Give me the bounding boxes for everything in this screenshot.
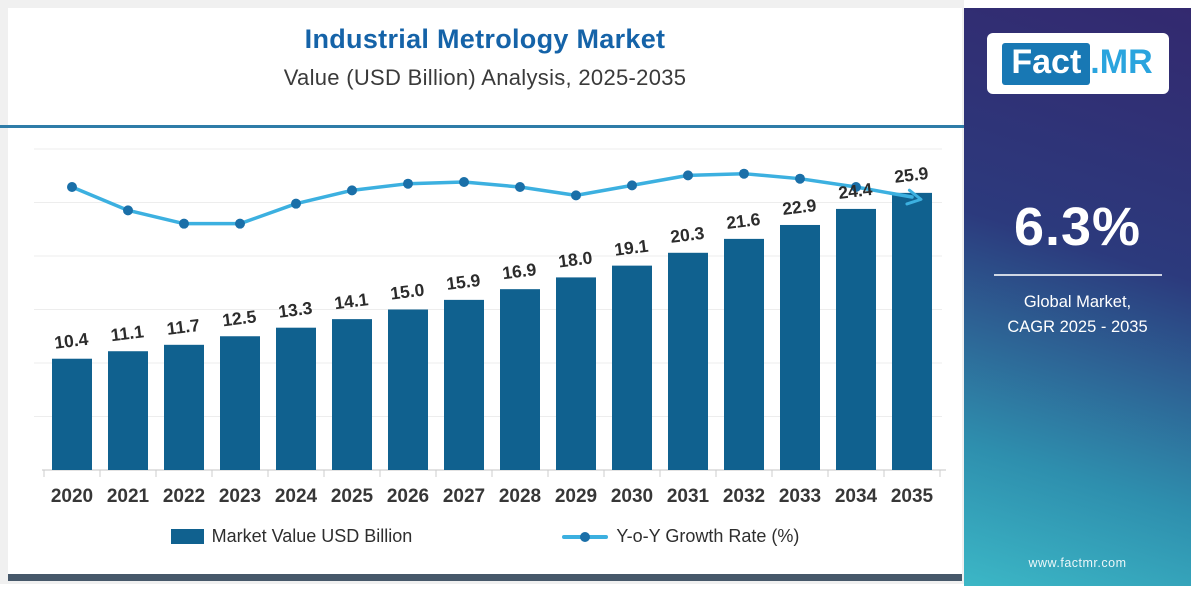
bar-value-label: 15.9 <box>445 270 482 294</box>
panel-caption: Global Market, CAGR 2025 - 2035 <box>964 290 1191 340</box>
chart-header: Industrial Metrology Market Value (USD B… <box>8 24 962 91</box>
bar-value-label: 15.0 <box>389 280 426 304</box>
bar-2032 <box>724 238 764 470</box>
x-tick-label: 2023 <box>219 486 261 507</box>
bar-2020 <box>52 358 92 470</box>
bar-value-label: 22.9 <box>781 195 818 219</box>
bar-2033 <box>780 224 820 470</box>
bar-2022 <box>164 344 204 470</box>
growth-arrowhead <box>905 188 923 206</box>
bar-2029 <box>556 277 596 470</box>
growth-marker <box>459 177 469 188</box>
x-tick-label: 2027 <box>443 486 485 507</box>
logo-fact-text: Fact <box>1002 42 1091 85</box>
bar-value-label: 14.1 <box>333 289 370 313</box>
x-tick-label: 2025 <box>331 486 374 507</box>
chart-title: Industrial Metrology Market <box>304 24 666 54</box>
growth-marker <box>67 182 77 193</box>
chart-svg: 2020 2021 2022 2023 2024 2025 2026 2027 2028 2029… <box>34 148 946 507</box>
growth-marker <box>571 190 581 201</box>
growth-marker <box>347 185 357 196</box>
factmr-logo: Fact .MR <box>986 33 1169 94</box>
bar-2027 <box>444 299 484 470</box>
x-tick-label: 2035 <box>891 486 934 507</box>
x-tick-label: 2030 <box>611 486 653 507</box>
x-tick-label: 2021 <box>107 486 150 507</box>
bar-2035 <box>892 192 932 470</box>
growth-marker <box>851 182 861 193</box>
legend-item-market-value: Market Value USD Billion <box>170 526 413 547</box>
growth-marker <box>403 178 413 189</box>
bar-2023 <box>220 336 260 470</box>
legend-line-label: Y-o-Y Growth Rate (%) <box>616 526 800 546</box>
panel-divider <box>993 274 1162 276</box>
growth-marker <box>235 218 245 229</box>
bar-value-label: 20.3 <box>669 223 706 247</box>
growth-line <box>70 171 914 226</box>
growth-marker <box>739 168 749 179</box>
panel-caption-line2: CAGR 2025 - 2035 <box>1007 317 1148 336</box>
bar-2030 <box>612 265 652 470</box>
x-tick-label: 2028 <box>499 486 541 507</box>
bar-2031 <box>668 252 708 470</box>
x-tick-label: 2032 <box>723 486 765 507</box>
bar-2024 <box>276 327 316 470</box>
bar-value-label: 18.0 <box>557 247 594 271</box>
growth-marker <box>627 180 637 191</box>
chart-legend: Market Value USD Billion Y-o-Y Growth Ra… <box>8 526 962 547</box>
bar-2025 <box>332 319 372 470</box>
bar-2028 <box>500 289 540 470</box>
logo-mr-text: .MR <box>1090 42 1153 81</box>
title-divider <box>0 125 964 128</box>
bar-value-label: 25.9 <box>893 163 930 187</box>
x-tick-label: 2031 <box>667 486 710 507</box>
side-panel: Fact .MR 6.3% Global Market, CAGR 2025 -… <box>964 8 1191 586</box>
bar-value-label: 19.1 <box>613 236 650 260</box>
x-tick-label: 2026 <box>387 486 429 507</box>
growth-marker <box>795 173 805 184</box>
x-tick-label: 2020 <box>51 486 93 507</box>
growth-marker <box>179 218 189 229</box>
x-tick-label: 2033 <box>779 486 821 507</box>
growth-marker <box>515 182 525 193</box>
growth-marker <box>123 205 133 216</box>
x-tick-label: 2022 <box>163 486 205 507</box>
panel-caption-line1: Global Market, <box>1023 293 1132 311</box>
bar-2026 <box>388 309 428 470</box>
bottom-accent-bar <box>8 574 962 581</box>
bar-2021 <box>108 351 148 470</box>
cagr-value: 6.3% <box>1013 197 1142 257</box>
chart-subtitle: Value (USD Billion) Analysis, 2025-2035 <box>283 65 687 90</box>
growth-marker <box>683 170 693 181</box>
bar-value-label: 10.4 <box>53 329 90 353</box>
bar-value-label: 24.4 <box>837 179 874 203</box>
bar-value-label: 13.3 <box>277 298 314 322</box>
x-tick-label: 2034 <box>835 486 878 507</box>
website-text: www.factmr.com <box>1028 556 1127 570</box>
bar-value-label: 11.1 <box>110 321 146 345</box>
x-tick-label: 2029 <box>555 486 597 507</box>
growth-marker <box>291 198 301 209</box>
bar-value-label: 16.9 <box>501 259 538 283</box>
legend-item-growth-rate: Y-o-Y Growth Rate (%) <box>562 526 799 547</box>
bar-value-label: 21.6 <box>725 209 762 233</box>
bar-value-label: 12.5 <box>221 306 258 330</box>
bar-value-label: 11.7 <box>166 315 201 339</box>
bar-2034 <box>836 208 876 471</box>
x-tick-label: 2024 <box>275 486 318 507</box>
legend-bar-label: Market Value USD Billion <box>211 526 413 546</box>
bar-swatch-icon <box>170 529 204 544</box>
line-swatch-icon <box>562 529 609 544</box>
